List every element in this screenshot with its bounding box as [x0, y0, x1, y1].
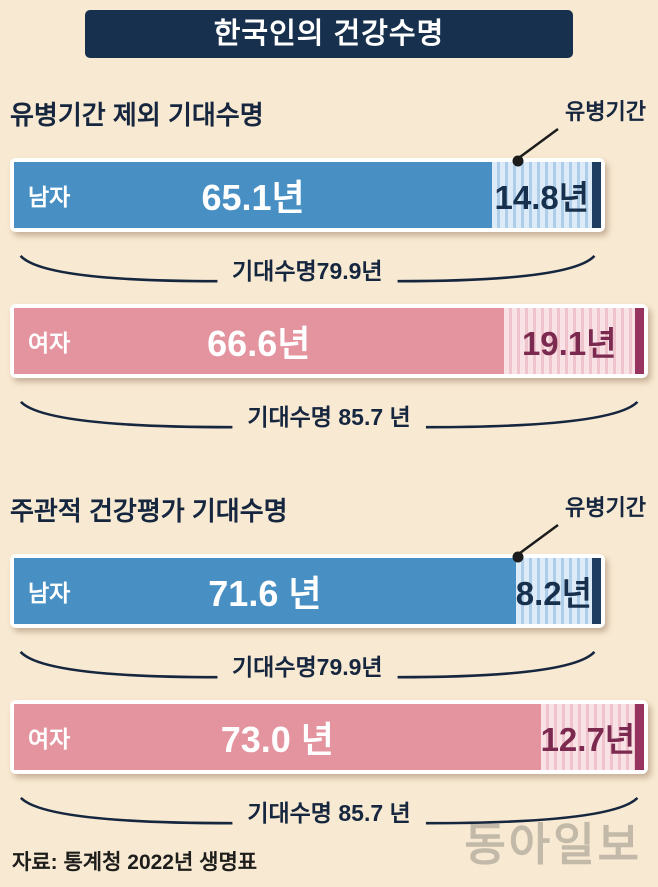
total-brace: 기대수명 85.7 년: [10, 774, 648, 830]
male-bar-group: 남자 65.1년 14.8년 기대수명79.9년: [10, 158, 605, 288]
female-bar: 여자 66.6년 19.1년: [14, 308, 644, 374]
brace-left-curve-icon: [16, 650, 222, 680]
disease-value: 19.1년: [521, 325, 617, 362]
disease-segment: 8.2년: [515, 558, 593, 624]
section-title: 유병기간 제외 기대수명: [10, 100, 264, 130]
bar-end-cap: [635, 704, 644, 770]
brace-right-curve-icon: [393, 650, 599, 680]
publisher-watermark: 동아일보: [464, 819, 642, 870]
total-brace: 기대수명 85.7 년: [10, 378, 648, 434]
healthy-value: 66.6년: [207, 323, 311, 364]
female-bar-group: 여자 73.0 년 12.7년 기대수명 85.7 년: [10, 700, 648, 830]
male-bar: 남자 71.6 년 8.2년: [14, 558, 601, 624]
brace-left-curve-icon: [16, 254, 222, 284]
disease-value: 12.7년: [540, 721, 636, 758]
brace-left-curve-icon: [16, 400, 237, 430]
bar-card: 여자 66.6년 19.1년: [10, 304, 648, 378]
healthy-value: 65.1년: [201, 177, 305, 218]
annotation-leader-icon: [512, 127, 559, 167]
bar-end-cap: [592, 558, 601, 624]
page-title: 한국인의 건강수명: [85, 10, 573, 58]
total-label: 기대수명 85.7 년: [247, 800, 411, 826]
section-life-expectancy-excluding-disease: 유병기간 제외 기대수명 유병기간 남자 65.1년 14.8년 기대수명79.…: [10, 58, 648, 434]
brace-right-curve-icon: [421, 400, 642, 430]
total-brace: 기대수명79.9년: [10, 232, 605, 288]
female-bar: 여자 73.0 년 12.7년: [14, 704, 644, 770]
category-label: 남자: [28, 184, 71, 210]
brace-left-curve-icon: [16, 796, 237, 826]
total-label: 기대수명79.9년: [232, 654, 383, 680]
disease-value: 14.8년: [494, 179, 590, 216]
category-label: 여자: [28, 330, 71, 356]
disease-value: 8.2년: [515, 575, 593, 612]
healthy-segment: 여자 66.6년: [14, 308, 504, 374]
section-header: 주관적 건강평가 기대수명 유병기간: [10, 454, 648, 563]
brace-right-curve-icon: [393, 254, 599, 284]
total-label: 기대수명79.9년: [232, 258, 383, 284]
healthy-segment: 여자 73.0 년: [14, 704, 541, 770]
healthy-segment: 남자 71.6 년: [14, 558, 516, 624]
disease-segment: 19.1년: [503, 308, 635, 374]
total-brace: 기대수명79.9년: [10, 628, 605, 684]
bar-end-cap: [635, 308, 644, 374]
section-header: 유병기간 제외 기대수명 유병기간: [10, 58, 648, 167]
section-subjective-health-life-expectancy: 주관적 건강평가 기대수명 유병기간 남자 71.6 년 8.2년 기대수명79…: [10, 454, 648, 830]
category-label: 남자: [28, 580, 71, 606]
annotation-leader-icon: [512, 523, 559, 563]
female-bar-group: 여자 66.6년 19.1년 기대수명 85.7 년: [10, 304, 648, 434]
disease-period-label: 유병기간: [565, 495, 646, 520]
disease-segment: 14.8년: [492, 162, 592, 228]
brace-right-curve-icon: [421, 796, 642, 826]
total-label: 기대수명 85.7 년: [247, 404, 411, 430]
disease-period-label: 유병기간: [565, 99, 646, 124]
category-label: 여자: [28, 726, 71, 752]
healthy-value: 73.0 년: [220, 719, 334, 760]
bar-card: 남자 71.6 년 8.2년: [10, 554, 605, 628]
healthy-segment: 남자 65.1년: [14, 162, 493, 228]
bar-end-cap: [591, 162, 601, 228]
bar-card: 남자 65.1년 14.8년: [10, 158, 605, 232]
source-note: 자료: 통계청 2022년 생명표: [12, 851, 258, 874]
bar-card: 여자 73.0 년 12.7년: [10, 700, 648, 774]
healthy-value: 71.6 년: [208, 573, 322, 614]
male-bar-group: 남자 71.6 년 8.2년 기대수명79.9년: [10, 554, 605, 684]
section-title: 주관적 건강평가 기대수명: [10, 496, 288, 526]
disease-segment: 12.7년: [540, 704, 636, 770]
male-bar: 남자 65.1년 14.8년: [14, 162, 601, 228]
